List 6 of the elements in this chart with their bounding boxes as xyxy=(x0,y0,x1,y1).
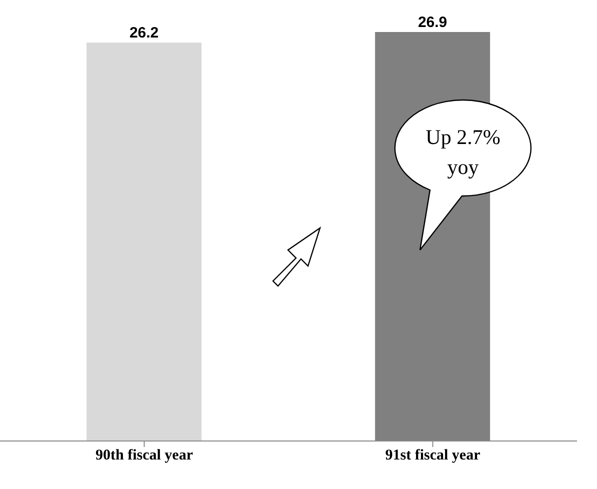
x-tick-label: 91st fiscal year xyxy=(385,448,481,464)
speech-bubble: Up 2.7% yoy xyxy=(394,100,532,251)
data-label: 26.2 xyxy=(129,24,159,42)
x-tick-label: 90th fiscal year xyxy=(96,448,194,464)
data-label: 26.9 xyxy=(418,14,448,31)
annotation: Up 2.7% yoy xyxy=(426,125,500,179)
